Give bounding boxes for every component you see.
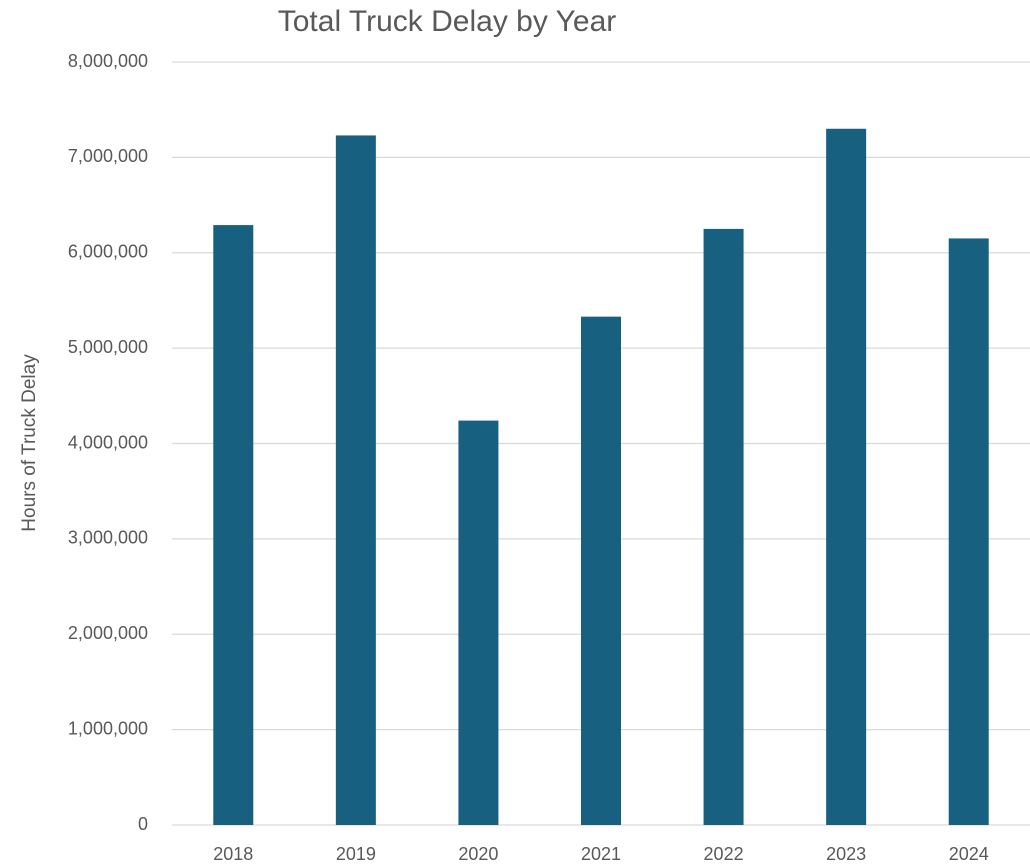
y-tick-label: 6,000,000 [68,242,148,262]
bar [458,420,499,825]
bar [948,238,989,826]
y-axis-title: Hours of Truck Delay [19,354,40,532]
x-tick-label: 2019 [336,844,376,864]
x-tick-label: 2020 [458,844,498,864]
x-tick-label: 2022 [704,844,744,864]
bar [335,135,376,826]
x-tick-label: 2024 [949,844,989,864]
y-tick-label: 7,000,000 [68,146,148,166]
y-tick-label: 5,000,000 [68,337,148,357]
bar [826,128,867,825]
x-tick-label: 2018 [213,844,253,864]
y-tick-label: 4,000,000 [68,432,148,452]
x-tick-label: 2021 [581,844,621,864]
y-tick-label: 8,000,000 [68,51,148,71]
bar [213,225,254,825]
y-tick-label: 1,000,000 [68,718,148,738]
x-tick-label: 2023 [826,844,866,864]
chart-title: Total Truck Delay by Year [278,5,617,38]
y-tick-label: 3,000,000 [68,528,148,548]
bar [703,228,744,825]
y-tick-label: 0 [138,814,148,834]
bar [581,316,621,825]
y-tick-label: 2,000,000 [68,623,148,643]
